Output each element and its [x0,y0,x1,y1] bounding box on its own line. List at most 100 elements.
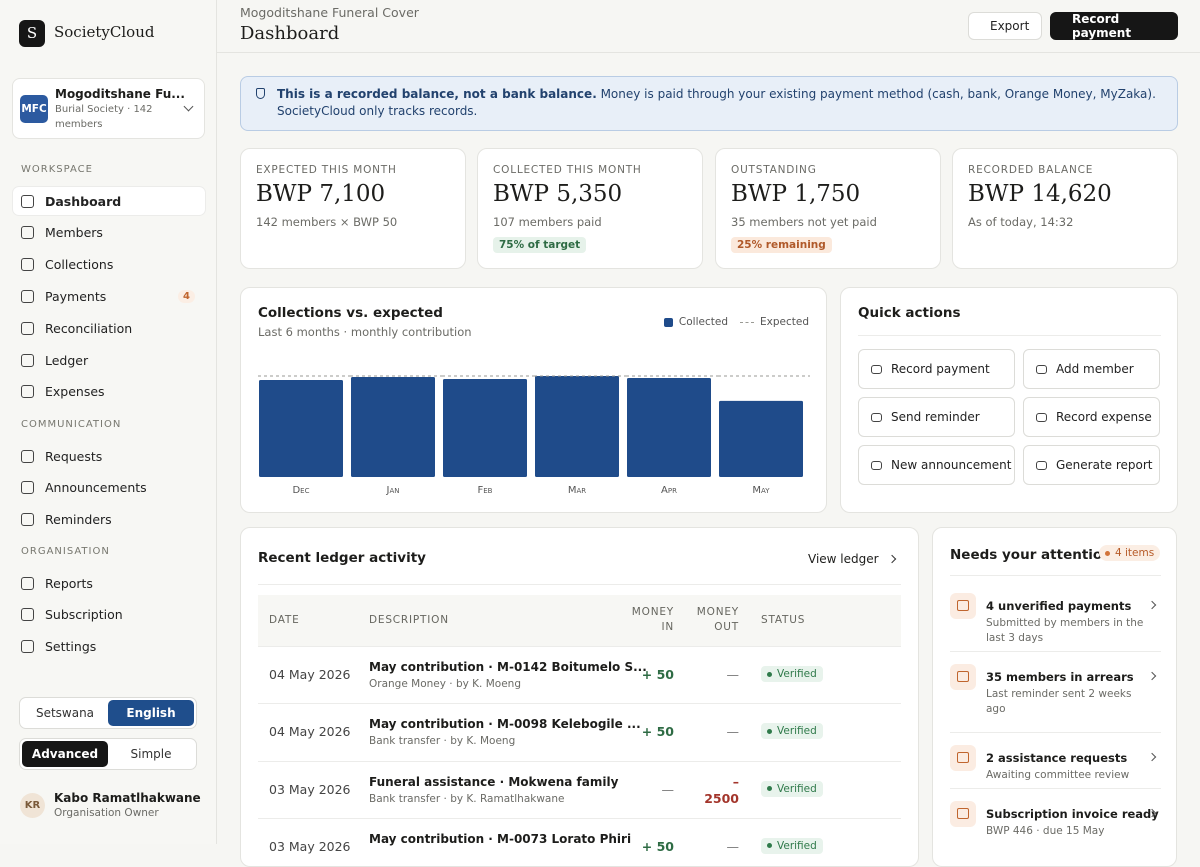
ledger-card: Recent ledger activity View ledger DATE DES… [240,527,919,867]
nav-item[interactable]: Requests [13,442,205,470]
attention-item-sub: Submitted by members in the last 3 days [986,617,1144,644]
nav-icon [21,226,34,240]
stat-sub: 107 members paid [493,215,602,229]
attention-item-sub: Awaiting committee review [986,769,1130,781]
toggle-option[interactable]: Advanced [22,741,108,767]
quick-actions-card: Quick actions Record payment Add member Sen… [840,287,1178,513]
row-description: Funeral assistance · Mokwena family [369,774,619,789]
x-tick-label: Jan [386,485,400,496]
nav-label: Requests [45,448,103,464]
header-button[interactable]: Export [968,12,1042,40]
stat-value: BWP 7,100 [256,181,386,207]
row-date: 03 May 2026 [269,781,351,797]
divider [950,575,1161,576]
nav-label: Reminders [45,512,112,528]
attention-item[interactable]: 4 unverified payments Submitted by member… [933,589,1176,649]
nav-label: Settings [45,639,97,655]
row-meta: Orange Money · by K. Moeng [369,678,521,690]
nav-icon [21,576,34,590]
nav-item[interactable]: Ledger [13,346,205,374]
ledger-title: Recent ledger activity [258,550,426,566]
attention-icon-glyph [957,600,969,611]
status-label: Verified [777,839,817,852]
action-icon [1036,412,1047,422]
divider [950,732,1161,733]
legend-dash [740,321,754,323]
quick-action[interactable]: Record payment [858,349,1015,389]
attention-item-sub: Last reminder sent 2 weeks ago [986,688,1132,715]
status-dot [767,786,772,792]
attention-item[interactable]: Subscription invoice ready BWP 446 · due … [933,797,1176,857]
org-switcher[interactable]: MFC Mogoditshane Fu... Burial Society · 14… [12,78,205,139]
user-role: Organisation Owner [54,807,159,819]
nav-item[interactable]: Collections [13,251,205,279]
chart-card: Collections vs. expected Last 6 months · … [240,287,827,513]
action-icon [871,412,882,422]
row-money-out: — [726,838,740,854]
attention-badge: 4 items [1099,545,1161,561]
toggle-option[interactable]: Simple [130,747,172,761]
stat-label: EXPECTED THIS MONTH [256,164,397,176]
quick-action[interactable]: Send reminder [858,397,1015,437]
toggle-option[interactable]: English [108,700,194,726]
x-tick-label: May [752,485,770,496]
quick-action[interactable]: New announcement [858,445,1015,485]
view-ledger-link[interactable]: View ledger [808,552,896,566]
stat-label: RECORDED BALANCE [968,164,1094,176]
nav-icon [21,640,34,654]
stat-value: BWP 14,620 [968,181,1112,207]
attention-item[interactable]: 35 members in arrears Last reminder sent … [933,660,1176,720]
attention-icon-glyph [957,671,969,682]
nav-label: Announcements [45,480,147,496]
status-pill: Verified [761,780,823,797]
stat-sub: 142 members × BWP 50 [256,215,398,229]
nav-icon [21,321,34,335]
avatar: KR [20,793,45,818]
nav-item[interactable]: Expenses [13,378,205,406]
notice-text: Money is paid through your existing paym… [277,87,1156,118]
nav-label: Collections [45,257,114,273]
stat-label: COLLECTED THIS MONTH [493,164,642,176]
nav-item[interactable]: Payments 4 [13,282,205,310]
action-label: Record payment [891,362,990,376]
attention-icon-glyph [957,808,969,819]
row-description: May contribution · M-0098 Kelebogile ... [369,717,641,732]
attention-icon [950,593,976,619]
nav-item[interactable]: Announcements [13,474,205,502]
bar [351,376,435,477]
quick-action[interactable]: Add member [1023,349,1160,389]
nav-item[interactable]: Reminders [13,506,205,534]
section-title: ORGANISATION [21,546,110,557]
nav-item[interactable]: Dashboard [13,187,205,215]
status-label: Verified [777,725,817,738]
header-button[interactable]: Record payment [1050,12,1178,40]
nav-item[interactable]: Members [13,219,205,247]
stat-sub: 35 members not yet paid [731,215,877,229]
chart-subtitle: Last 6 months · monthly contribution [258,325,472,339]
notice-icon [256,88,265,99]
legend-label: Expected [760,316,809,328]
header-bar [217,52,1200,53]
chevron [183,101,194,112]
chevron [1147,671,1157,681]
quick-action[interactable]: Record expense [1023,397,1160,437]
attention-item[interactable]: 2 assistance requests Awaiting committee … [933,741,1176,801]
nav-item[interactable]: Subscription [13,601,205,629]
row-date: 03 May 2026 [269,838,351,854]
column-header: MONEY OUT [696,606,739,633]
toggle-option[interactable]: Setswana [35,706,95,720]
x-tick-label: Dec [292,485,309,496]
divider [858,335,1161,336]
chevron [887,554,896,564]
nav-icon [21,289,34,303]
nav-icon [21,449,34,463]
nav-item[interactable]: Reconciliation [13,314,205,342]
status-pill: Verified [761,723,823,740]
status-dot [767,671,772,677]
nav-item[interactable]: Settings [13,633,205,661]
quick-action[interactable]: Generate report [1023,445,1160,485]
nav-item[interactable]: Reports [13,569,205,597]
nav-icon [21,513,34,527]
x-tick-label: Mar [568,485,586,496]
logo: S [19,20,45,47]
